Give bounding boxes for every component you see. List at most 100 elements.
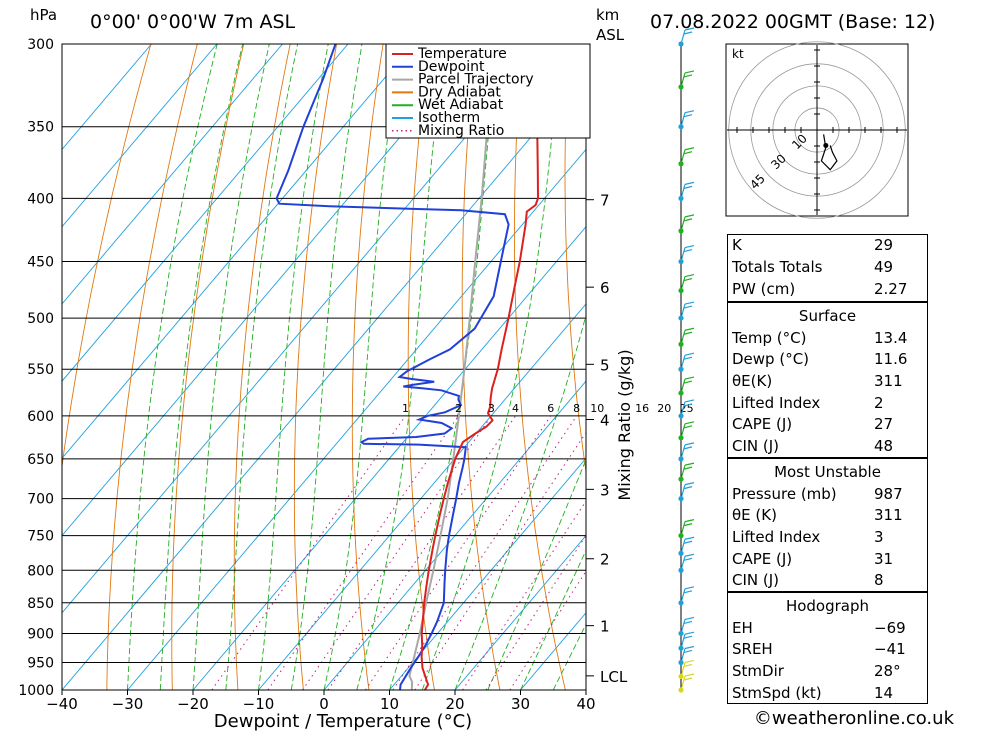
mixing-ratio-value-label: 1 [402,402,409,415]
wind-barb-flag [684,327,695,331]
wind-barb-staff [680,355,686,370]
surface-row: Temp (°C) 13.4 [732,329,908,347]
wind-barb-flag [684,110,695,114]
wind-barb-flag [683,31,693,35]
x-axis-title: Dewpoint / Temperature (°C) [214,711,472,732]
isotherm-line [323,380,586,690]
wind-barb-flag [683,403,693,407]
wind-barb-flag [683,446,693,450]
wind-barb-flag [684,536,695,540]
isotherm-line [62,44,545,614]
altitude-tick-label: 5 [600,356,610,374]
storm-motion-marker [823,142,829,148]
wind-barb-flag [684,482,695,486]
temperature-tick-label: −20 [177,695,209,713]
wind-barb-flag [684,244,695,249]
wind-barb-staff [680,588,686,603]
temperature-tick-label: −40 [46,695,78,713]
mixing-ratio-line [392,415,578,690]
dewpoint-series-line [275,44,510,690]
mixing-ratio-value-label: 4 [512,402,519,415]
wind-profile [678,27,695,693]
wind-barb-flag [683,185,693,189]
wind-barb-flag [683,635,693,639]
wet-adiabat-line [520,549,586,690]
wind-barb [680,301,695,319]
wind-barb [680,645,695,663]
dry-adiabat-line [233,44,291,690]
header-bar: hPa 0°00' 0°00'W 7m ASL km ASL 07.08.202… [30,6,935,42]
pressure-tick-label: 850 [27,596,54,612]
temperature-tick-label: −10 [243,695,275,713]
wind-barb-staff [680,378,686,394]
dry-adiabat-line [513,44,566,690]
wind-barb [680,421,695,438]
temperature-tick-label: 30 [511,695,530,713]
legend-box [385,43,591,139]
wet-adiabat-line [225,44,299,690]
surface-row: θE(K) 311 [732,372,903,390]
dry-adiabat-line [461,44,501,690]
mixing-ratio-value-label: 2 [455,402,462,415]
wind-barb-flag [683,486,693,490]
mixing-ratio-value-label: 3 [488,402,495,415]
wet-adiabat-line [487,458,586,690]
wet-adiabat-line [159,44,244,690]
wind-barb-staff [680,484,686,499]
wind-barb-flag [684,70,695,74]
mixing-ratio-axis-title: Mixing Ratio (g/kg) [615,349,634,500]
wind-barb-staff [680,662,686,677]
hodograph-stats-row: StmSpd (kt) 14 [732,684,894,702]
isotherm-line [62,44,218,228]
wind-barb-flag [683,557,693,561]
wind-barb-flag [683,649,693,654]
dry-adiabat-line [351,44,384,690]
wind-barb-flag [684,376,695,380]
hodograph-stats-row: SREH −41 [732,640,906,658]
wind-barb-flag [683,620,693,625]
legend-label: Dry Adiabat [418,84,501,100]
wind-barb-flag [683,356,693,360]
surface-row: CAPE (J) 27 [732,415,894,433]
pressure-tick-label: 800 [27,563,54,579]
mixing-ratio-value-label: 20 [657,402,671,415]
altitude-tick-label: 4 [600,411,610,429]
wind-barb-flag [683,523,693,527]
altitude-tick-label: 1 [600,618,610,636]
isotherm-line [62,44,480,537]
wind-barb-staff [680,247,686,262]
temperature-series-line [420,44,540,690]
wind-barb [680,482,695,499]
wind-barb-flag [683,677,693,681]
most-unstable-row: θE (K) 311 [732,506,903,524]
wind-barb [680,586,695,603]
most-unstable-panel: Most Unstable Pressure (mb) 987 θE (K) 311… [727,458,928,592]
wind-barb-flag [684,301,695,305]
credit-link[interactable]: ©weatheronline.co.uk [753,708,954,729]
wind-barb-flag [683,590,693,594]
location-label: 0°00' 0°00'W 7m ASL [90,11,296,33]
wind-barb-staff [680,29,686,45]
pressure-tick-label: 450 [27,255,54,271]
indices-panel: K 29 Totals Totals 49 PW (cm) 2.27 [727,234,928,302]
temperature-tick-label: 10 [380,695,399,713]
wind-barb-flag [683,466,693,470]
temperature-tick-label: 40 [576,695,595,713]
wind-barb-flag [683,663,693,667]
wind-barb [680,553,695,571]
hodograph-stats-row: EH −69 [732,619,906,637]
wind-barb [680,110,695,127]
hodograph-stats-title: Hodograph [785,597,870,615]
wind-barb [680,442,695,460]
wind-barb [680,462,695,480]
wind-barb [680,244,695,262]
wind-barb [680,519,695,536]
wind-level-marker [678,659,684,666]
dry-adiabat-line [940,44,1000,690]
wind-barb-staff [680,303,686,319]
wind-barb-flag [683,425,693,429]
mixing-ratio-value-label: 8 [573,402,580,415]
index-row-pw: PW (cm) 2.27 [732,280,908,298]
wet-adiabat-line [290,44,363,690]
